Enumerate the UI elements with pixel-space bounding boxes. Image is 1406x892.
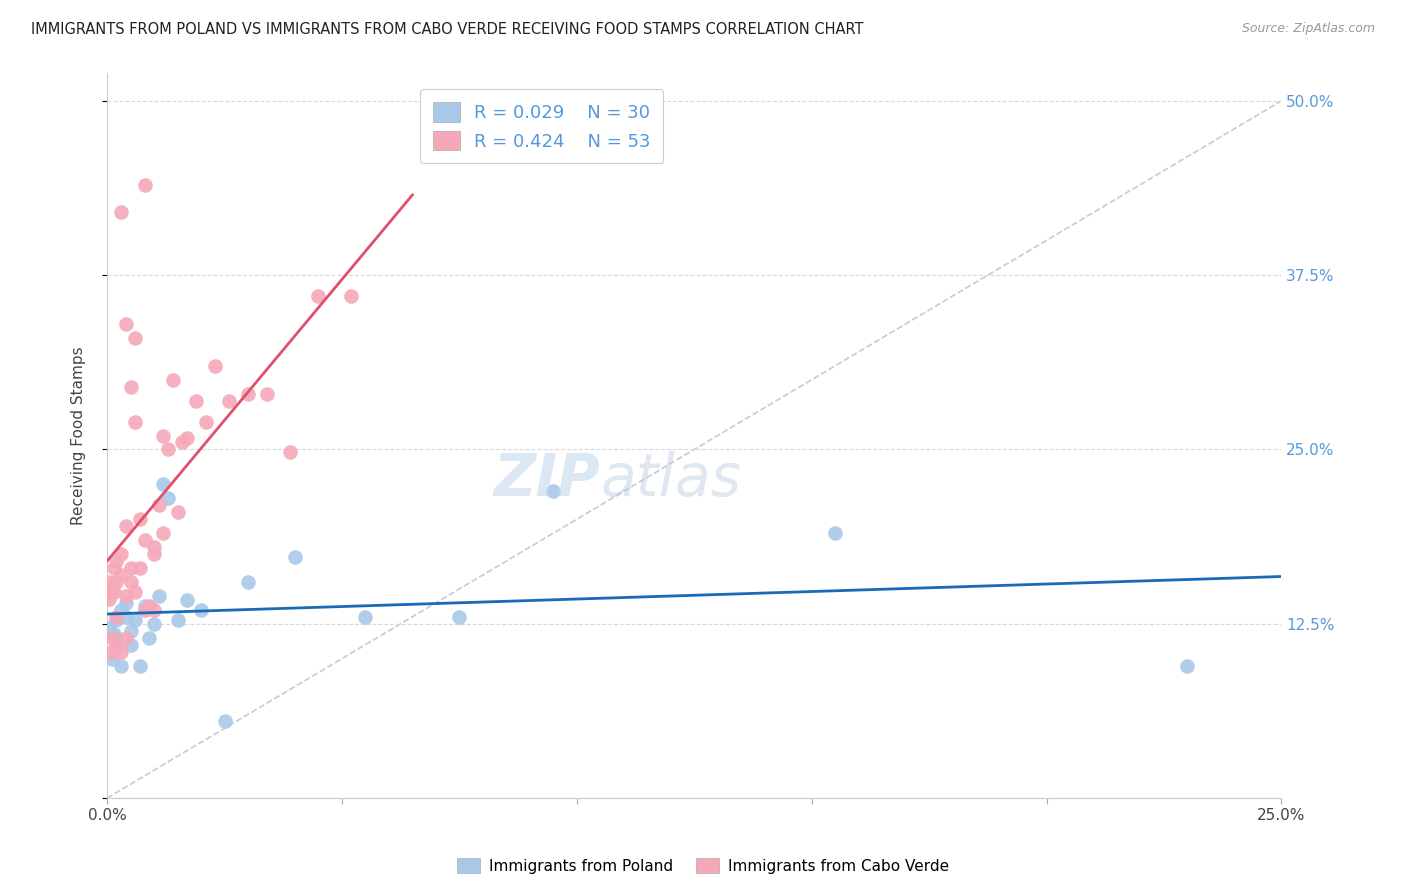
Y-axis label: Receiving Food Stamps: Receiving Food Stamps [72, 346, 86, 524]
Point [256, 386, 278, 401]
Point [103, 626, 125, 640]
Point [100, 579, 122, 593]
Point [1177, 658, 1199, 673]
Point [110, 568, 132, 582]
Point [143, 616, 166, 631]
Point [166, 505, 188, 519]
Point [100, 631, 122, 645]
Point [172, 435, 194, 450]
Point [162, 373, 184, 387]
Point [115, 609, 138, 624]
Point [105, 613, 128, 627]
Point [105, 554, 128, 568]
Point [143, 540, 166, 554]
Point [120, 380, 142, 394]
Point [143, 547, 166, 561]
Point [278, 445, 301, 459]
Point [105, 574, 128, 589]
Point [129, 561, 152, 575]
Point [105, 638, 128, 652]
Point [218, 393, 240, 408]
Point [543, 484, 565, 499]
Point [194, 415, 217, 429]
Point [100, 645, 122, 659]
Point [152, 428, 174, 442]
Point [307, 289, 329, 303]
Legend: R = 0.029    N = 30, R = 0.424    N = 53: R = 0.029 N = 30, R = 0.424 N = 53 [420, 89, 664, 163]
Point [138, 599, 160, 613]
Point [98, 591, 121, 606]
Point [110, 547, 132, 561]
Point [98, 621, 121, 635]
Point [129, 658, 152, 673]
Text: atlas: atlas [600, 450, 741, 508]
Point [236, 574, 259, 589]
Point [143, 603, 166, 617]
Point [204, 359, 226, 373]
Point [354, 609, 377, 624]
Point [100, 584, 122, 599]
Text: IMMIGRANTS FROM POLAND VS IMMIGRANTS FROM CABO VERDE RECEIVING FOOD STAMPS CORRE: IMMIGRANTS FROM POLAND VS IMMIGRANTS FRO… [31, 22, 863, 37]
Point [103, 584, 125, 599]
Point [148, 589, 170, 603]
Point [100, 651, 122, 665]
Point [236, 386, 259, 401]
Point [115, 596, 138, 610]
Point [115, 589, 138, 603]
Point [449, 609, 471, 624]
Text: Source: ZipAtlas.com: Source: ZipAtlas.com [1241, 22, 1375, 36]
Point [105, 609, 128, 624]
Point [120, 574, 142, 589]
Point [105, 631, 128, 645]
Point [134, 603, 156, 617]
Point [124, 584, 146, 599]
Point [110, 645, 132, 659]
Point [115, 519, 138, 533]
Point [214, 714, 236, 729]
Point [98, 574, 121, 589]
Point [129, 512, 152, 526]
Point [110, 658, 132, 673]
Point [340, 289, 363, 303]
Point [124, 613, 146, 627]
Point [152, 477, 174, 491]
Point [824, 526, 846, 541]
Point [138, 631, 160, 645]
Point [110, 603, 132, 617]
Point [120, 561, 142, 575]
Point [97, 582, 120, 596]
Point [176, 593, 198, 607]
Point [166, 613, 188, 627]
Point [152, 526, 174, 541]
Point [110, 205, 132, 219]
Point [124, 331, 146, 345]
Point [124, 415, 146, 429]
Point [157, 491, 180, 506]
Point [284, 549, 307, 564]
Point [134, 599, 156, 613]
Point [186, 393, 208, 408]
Point [190, 603, 212, 617]
Point [148, 498, 170, 512]
Text: ZIP: ZIP [494, 450, 600, 508]
Point [157, 442, 180, 457]
Point [115, 631, 138, 645]
Point [120, 624, 142, 638]
Legend: Immigrants from Poland, Immigrants from Cabo Verde: Immigrants from Poland, Immigrants from … [451, 852, 955, 880]
Point [120, 638, 142, 652]
Point [134, 178, 156, 192]
Point [115, 317, 138, 331]
Point [176, 431, 198, 445]
Point [103, 561, 125, 575]
Point [134, 533, 156, 547]
